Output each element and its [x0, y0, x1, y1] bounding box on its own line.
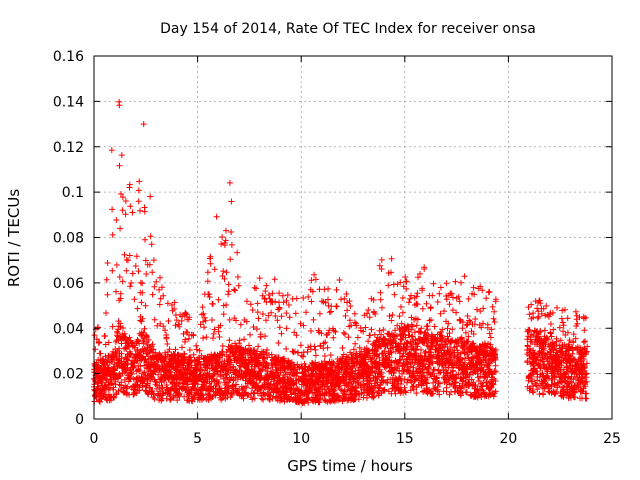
y-tick-label: 0.12 — [53, 140, 84, 156]
y-tick-label: 0.06 — [53, 276, 84, 292]
x-tick-label: 0 — [90, 431, 99, 447]
axis-ticks: 0 5 10 15 20 25 0 0.02 0.04 0.06 0.08 0.1 0.12 0.14 0.… — [53, 49, 621, 447]
y-tick-label: 0 — [75, 412, 84, 428]
x-tick-label: 15 — [396, 431, 414, 447]
x-tick-label: 20 — [499, 431, 517, 447]
data-points — [90, 98, 591, 407]
x-tick-label: 5 — [193, 431, 202, 447]
x-axis-title: GPS time / hours — [287, 457, 413, 475]
y-tick-label: 0.14 — [53, 94, 84, 110]
grid-lines — [94, 56, 612, 419]
y-tick-label: 0.1 — [62, 185, 84, 201]
y-tick-label: 0.08 — [53, 231, 84, 247]
x-tick-label: 10 — [292, 431, 310, 447]
chart-title: Day 154 of 2014, Rate Of TEC Index for r… — [160, 21, 536, 37]
y-tick-label: 0.04 — [53, 321, 84, 337]
y-tick-label: 0.16 — [53, 49, 84, 65]
roti-plus-markers — [90, 98, 591, 407]
y-tick-label: 0.02 — [53, 367, 84, 383]
y-axis-title: ROTI / TECUs — [5, 189, 23, 287]
x-tick-label: 25 — [603, 431, 621, 447]
